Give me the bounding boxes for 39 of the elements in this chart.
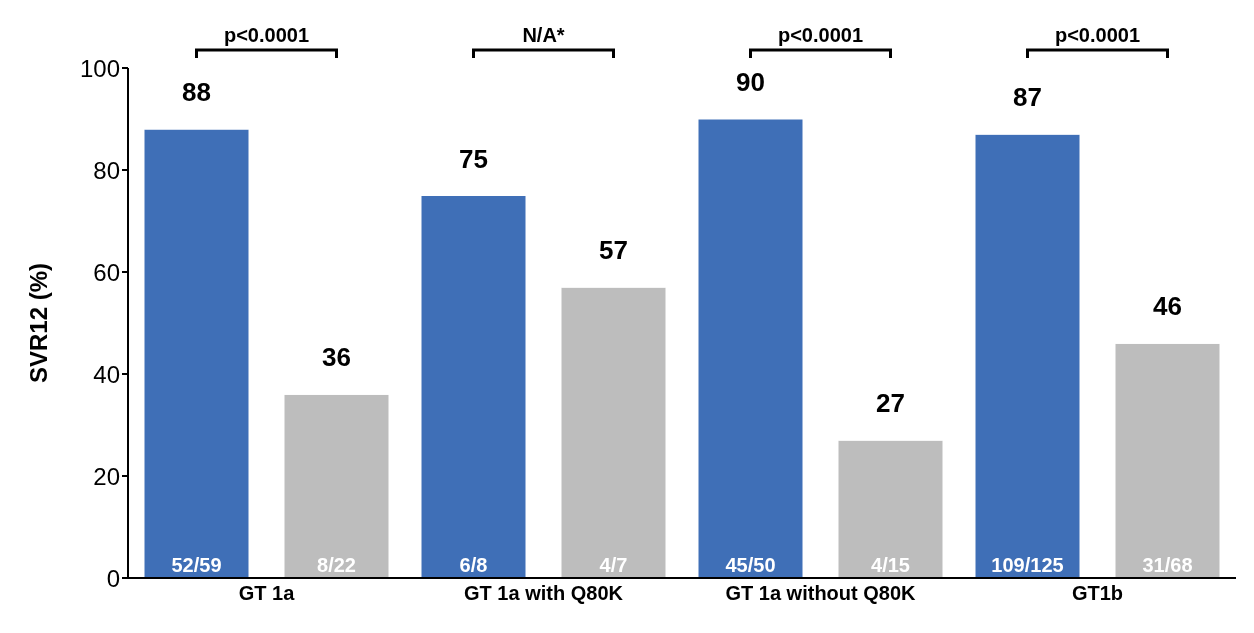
text: p<0.0001 — [777, 24, 864, 46]
bar — [837, 439, 944, 578]
y-tick-label: 20 — [93, 462, 120, 490]
text: p<0.0001 — [223, 24, 310, 46]
data-label: 57 — [599, 235, 628, 266]
annotation: 4/7 — [599, 554, 628, 576]
text: p<0.0001 — [1054, 24, 1141, 46]
y-tick-label: 100 — [79, 54, 120, 82]
data-label: 27 — [876, 388, 905, 419]
annotation: 6/8 — [459, 554, 488, 576]
data-label: 90 — [736, 67, 765, 97]
annotation: 4/15 — [871, 554, 910, 576]
annotation: 45/50 — [725, 554, 776, 576]
data-label: 88 — [182, 77, 211, 108]
bar — [560, 286, 667, 578]
text: N/A* — [522, 24, 565, 46]
x-tick-label: GT1b — [1071, 582, 1124, 605]
y-tick-label: 60 — [93, 258, 120, 286]
data-label: 46 — [1153, 291, 1182, 322]
x-tick-label: GT 1a — [238, 582, 296, 605]
annotation: 52/59 — [171, 554, 222, 576]
y-tick-label: 80 — [93, 156, 120, 184]
x-tick-label: GT 1a with Q80K — [464, 582, 624, 605]
bar — [420, 195, 527, 578]
bar — [283, 393, 390, 578]
annotation: 31/68 — [1142, 554, 1193, 576]
annotation: 109/125 — [991, 554, 1064, 576]
bar — [1114, 342, 1221, 578]
bar — [697, 118, 804, 578]
annotation: 8/22 — [317, 554, 356, 576]
y-tick-label: 40 — [93, 360, 120, 388]
data-label: 36 — [322, 342, 351, 373]
bar — [143, 128, 250, 578]
y-tick-label: 0 — [106, 564, 120, 592]
data-label: 87 — [1013, 82, 1042, 113]
x-tick-label: GT 1a without Q80K — [725, 582, 917, 605]
y-axis-title: SVR12 (%) — [24, 262, 52, 384]
data-label: 75 — [459, 143, 488, 174]
bar — [974, 133, 1081, 578]
